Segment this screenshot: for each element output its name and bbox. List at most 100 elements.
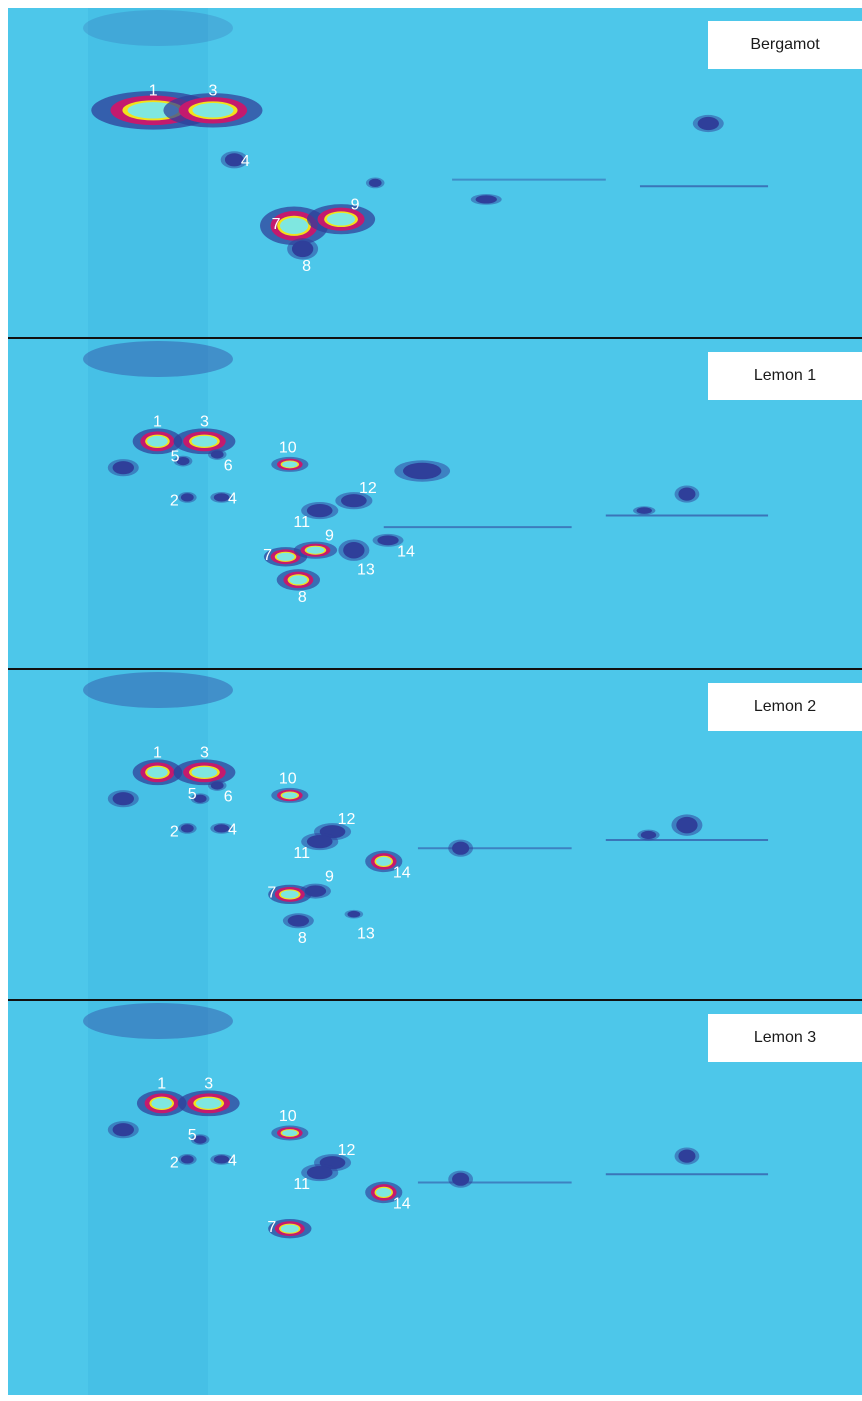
peak-10-core (282, 1129, 298, 1137)
peak-label-10: 10 (279, 440, 297, 457)
peak-label-12: 12 (338, 811, 356, 828)
solvent-front (83, 341, 233, 377)
minor-peak-1 (112, 792, 134, 806)
peak-5 (176, 456, 190, 466)
column-bleed-streak (88, 8, 208, 338)
peak-3-core (191, 766, 218, 778)
peak-label-1: 1 (153, 745, 162, 762)
peak-13 (343, 541, 365, 559)
minor-peak-3 (640, 830, 657, 840)
peak-4 (213, 1155, 230, 1164)
panel-divider (8, 668, 862, 671)
peak-7-core (280, 890, 299, 899)
peak-label-2: 2 (170, 1155, 179, 1172)
solvent-front (83, 1003, 233, 1039)
minor-peak-1 (112, 461, 134, 475)
panel-lemon-3: 1 3 10 5 12 11 2 4 14 7 Lemon 3 (8, 1001, 862, 1395)
peak-label-11: 11 (293, 514, 310, 531)
peak-label-5: 5 (171, 448, 180, 465)
peak-8 (291, 240, 314, 258)
panel-divider (8, 999, 862, 1002)
peak-4 (224, 153, 244, 167)
peak-label-7: 7 (267, 885, 276, 902)
peak-label-3: 3 (209, 83, 218, 100)
peak-5 (193, 794, 207, 803)
peak-label-6: 6 (224, 789, 233, 806)
peak-label-1: 1 (157, 1076, 166, 1093)
peak-label-10: 10 (279, 771, 297, 788)
peak-1-core (147, 766, 168, 778)
peak-label-8: 8 (298, 930, 307, 947)
peak-label-7: 7 (272, 216, 281, 233)
peak-label-8: 8 (298, 589, 307, 606)
column-bleed-streak (88, 670, 208, 1000)
peak-label-9: 9 (325, 527, 334, 544)
solvent-front (83, 10, 233, 46)
peak-label-8: 8 (302, 258, 311, 275)
sample-label: Lemon 2 (708, 683, 862, 731)
peak-label-1: 1 (149, 83, 158, 100)
peak-6 (210, 450, 224, 459)
peak-label-5: 5 (188, 786, 197, 803)
peak-11 (306, 504, 333, 518)
sample-label: Lemon 3 (708, 1014, 862, 1062)
minor-peak-2 (402, 462, 442, 480)
sample-label: Lemon 1 (708, 352, 862, 400)
peak-14-core (376, 856, 392, 866)
peak-14 (377, 535, 399, 546)
minor-peak-4 (452, 841, 470, 855)
peak-label-2: 2 (170, 493, 179, 510)
peak-label-11: 11 (293, 845, 310, 862)
peak-2 (180, 1155, 194, 1164)
minor-peak-1 (112, 1123, 134, 1137)
panel-divider (8, 337, 862, 340)
peak-10-core (282, 461, 298, 468)
peak-11 (306, 1166, 333, 1180)
minor-peak-2 (676, 816, 698, 834)
minor-peak-2 (678, 1149, 696, 1163)
peak-10-core (282, 792, 298, 799)
peak-label-12: 12 (359, 480, 377, 497)
peak-4 (213, 824, 230, 833)
peak-label-6: 6 (224, 458, 233, 475)
minor-peak-3 (678, 487, 696, 501)
column-bleed-streak (88, 339, 208, 669)
peak-13 (347, 910, 361, 918)
minor-peak-2 (475, 195, 497, 204)
minor-peak-1 (697, 116, 719, 131)
peak-3-core (191, 435, 218, 447)
peak-label-4: 4 (228, 1153, 237, 1170)
peak-label-9: 9 (351, 196, 360, 213)
peak-14-core (376, 1187, 392, 1197)
peak-5 (193, 1135, 207, 1144)
peak-7-core (276, 552, 295, 561)
peak-label-14: 14 (397, 544, 415, 561)
peak-label-11: 11 (293, 1176, 310, 1193)
column-bleed-streak (88, 1001, 208, 1395)
peak-label-4: 4 (241, 153, 250, 170)
peak-label-12: 12 (338, 1142, 356, 1159)
peak-label-3: 3 (200, 745, 209, 762)
panel-bergamot: 1 3 4 7 9 8 Bergamot (8, 8, 862, 338)
peak-label-10: 10 (279, 1108, 297, 1125)
peak-9-core (326, 212, 356, 226)
peak-8-core (289, 575, 308, 585)
peak-label-2: 2 (170, 824, 179, 841)
panel-lemon-1: 1 3 6 5 10 12 11 2 4 7 9 13 14 8 Lemon 1 (8, 339, 862, 669)
peak-label-7: 7 (267, 1219, 276, 1236)
peak-2 (180, 824, 194, 833)
peak-label-3: 3 (204, 1076, 213, 1093)
peak-label-5: 5 (188, 1127, 197, 1144)
peak-label-13: 13 (357, 925, 375, 942)
peak-9-core (306, 546, 325, 554)
peak-label-7: 7 (263, 547, 272, 564)
peak-2 (180, 493, 194, 502)
panel-lemon-2: 1 3 6 5 10 12 11 2 4 14 9 7 13 8 Lemon 2 (8, 670, 862, 1000)
peak-label-14: 14 (393, 865, 411, 882)
peak-4 (213, 493, 230, 502)
peak-7-core (280, 1224, 299, 1233)
peak-label-4: 4 (228, 491, 237, 508)
